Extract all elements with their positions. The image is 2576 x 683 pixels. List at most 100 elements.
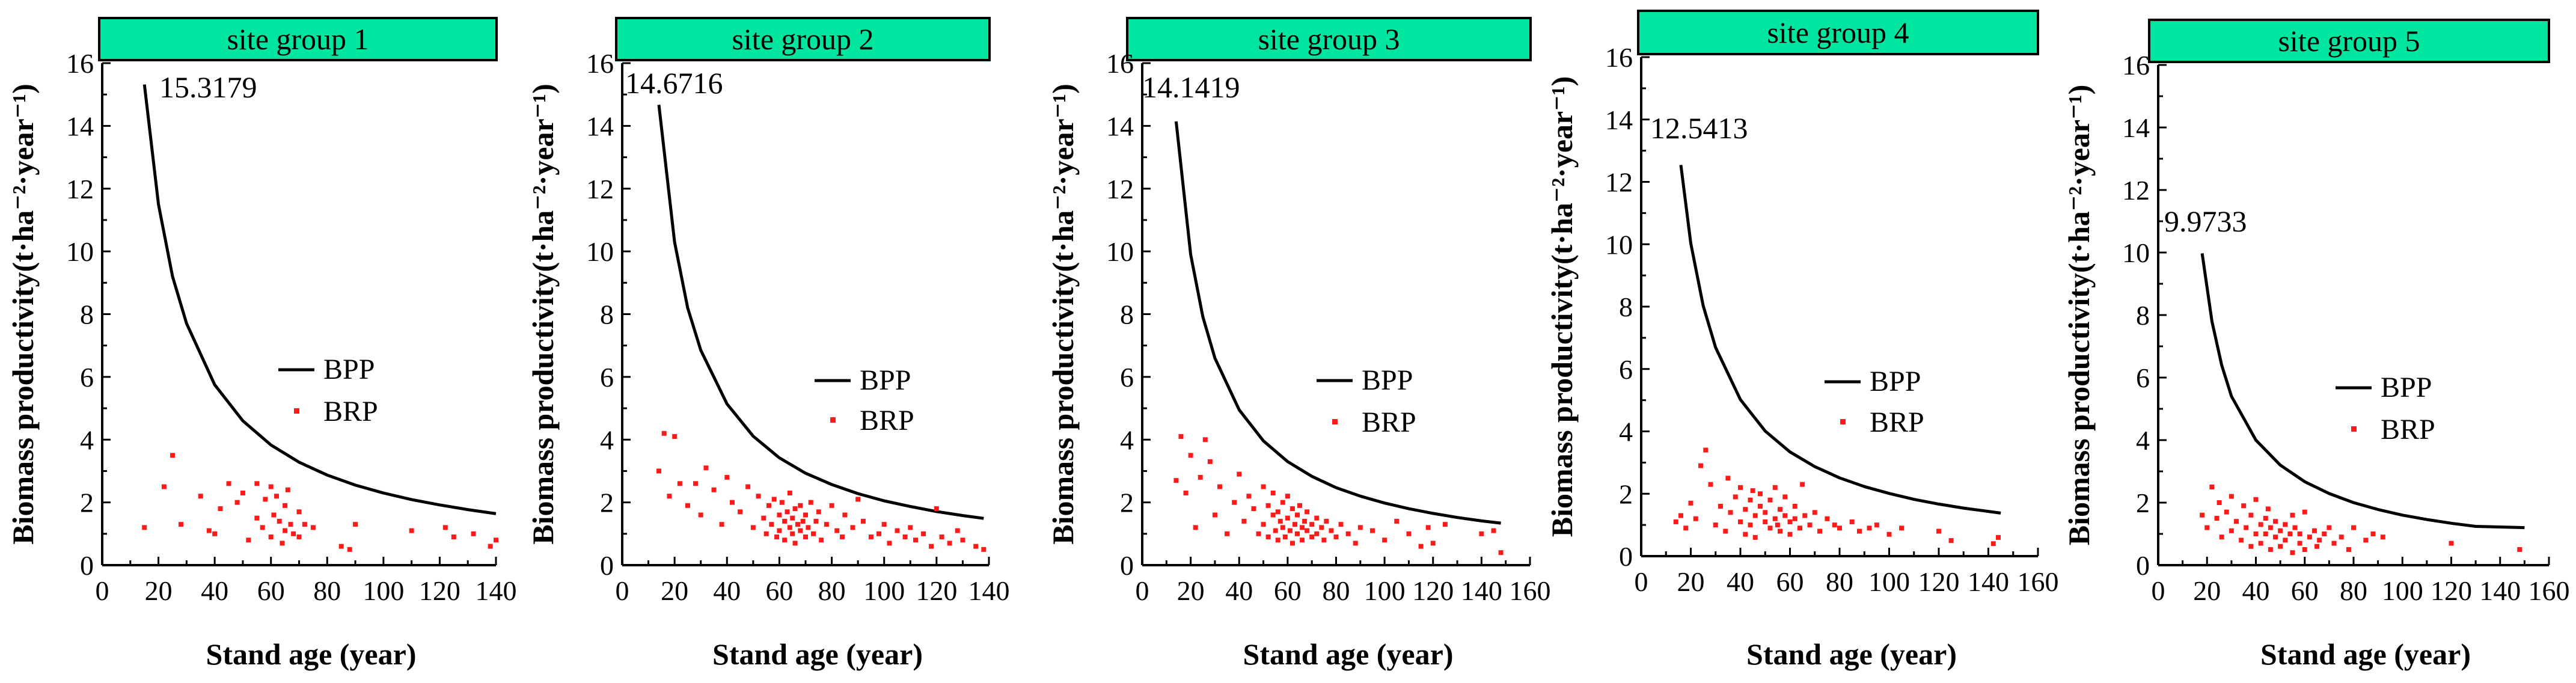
brp-point [1800,482,1805,487]
y-tick-label: 4 [1619,417,1633,447]
brp-point [1758,504,1763,509]
brp-point [771,497,777,502]
brp-point [1251,506,1256,512]
brp-point [2370,531,2376,536]
brp-point [170,453,175,458]
peak-value-label: 15.3179 [159,70,257,104]
brp-point [2331,541,2337,546]
y-tick-label: 12 [1106,174,1134,204]
brp-point [283,503,288,508]
brp-point [1418,544,1424,549]
brp-point [840,534,845,540]
y-tick-label: 0 [80,550,94,581]
brp-point [1750,488,1755,494]
brp-point [792,541,798,546]
brp-point [1305,509,1310,515]
x-tick-label: 60 [765,575,793,606]
brp-point [955,528,960,533]
brp-point [2253,531,2259,536]
legend-bpp-label: BPP [1870,366,1921,397]
brp-point [2351,525,2356,530]
bpp-line [1679,165,2001,515]
brp-point [2229,494,2234,499]
y-tick-label: 4 [80,424,94,455]
brp-point [1282,534,1288,540]
x-tick-label: 20 [1177,575,1205,606]
x-tick-label: 0 [1136,575,1149,606]
y-tick-label: 14 [586,111,614,141]
x-tick-label: 80 [2340,575,2367,606]
brp-point [2314,544,2320,549]
brp-point [1394,518,1400,524]
brp-point [1280,500,1285,505]
y-tick-label: 0 [600,550,614,581]
x-tick-label: 120 [419,575,460,606]
brp-point [803,512,808,518]
legend-brp-label: BRP [2381,414,2435,446]
brp-point [296,534,302,540]
brp-point [1319,525,1324,530]
brp-point [1324,518,1329,524]
x-tick-label: 100 [363,575,404,606]
brp-point [1345,531,1351,536]
brp-point [442,525,448,530]
brp-point [2214,516,2220,521]
brp-point [1738,485,1743,490]
y-axis-title: Biomass productivity(t·ha⁻²·year⁻¹) [1046,84,1080,545]
y-tick-label: 2 [80,488,94,518]
brp-point [795,522,800,527]
brp-point [1772,485,1778,490]
y-tick-label: 12 [586,174,614,204]
brp-point [685,503,690,508]
brp-point [142,525,147,530]
brp-point [1183,490,1189,495]
brp-point [1743,507,1748,512]
brp-point [263,497,268,502]
brp-point [254,481,260,486]
x-tick-label: 60 [1274,575,1302,606]
brp-point [806,525,811,530]
y-tick-label: 12 [1605,167,1633,198]
x-tick-label: 140 [476,575,517,606]
legend-bpp-label: BPP [2381,372,2432,403]
x-axis-title: Stand age (year) [2260,637,2471,671]
y-tick-label: 4 [600,424,614,455]
legend-brp-label: BRP [323,396,378,427]
brp-point [1292,522,1297,527]
brp-point [2292,525,2298,530]
legend-brp-label: BRP [1362,406,1416,438]
brp-point [451,534,456,540]
x-tick-label: 20 [145,575,173,606]
brp-point [819,538,824,543]
x-tick-label: 100 [1364,575,1406,606]
brp-point [198,494,203,499]
brp-point [246,538,251,543]
brp-point [763,531,769,536]
y-tick-label: 8 [1619,292,1633,322]
brp-point [1198,474,1203,480]
panel-strip [2148,19,2550,63]
y-tick-label: 2 [600,488,614,518]
y-tick-label: 0 [1120,550,1134,581]
brp-point [661,430,667,436]
brp-point [860,518,866,524]
x-tick-label: 0 [96,575,109,606]
brp-point [1708,482,1713,487]
brp-point [1425,525,1431,530]
brp-point [2248,544,2254,549]
brp-point [981,547,987,552]
brp-point [1270,490,1276,495]
x-tick-label: 140 [2479,575,2521,606]
brp-point [283,528,288,533]
brp-point [2253,497,2259,502]
brp-point [787,525,792,530]
brp-point [1792,504,1797,509]
brp-point [824,522,829,527]
brp-point [260,525,265,530]
brp-point [855,497,861,502]
brp-point [960,538,965,543]
brp-point [1678,513,1683,518]
brp-point [1738,519,1743,524]
brp-point [1782,494,1788,500]
brp-point [1733,494,1738,500]
